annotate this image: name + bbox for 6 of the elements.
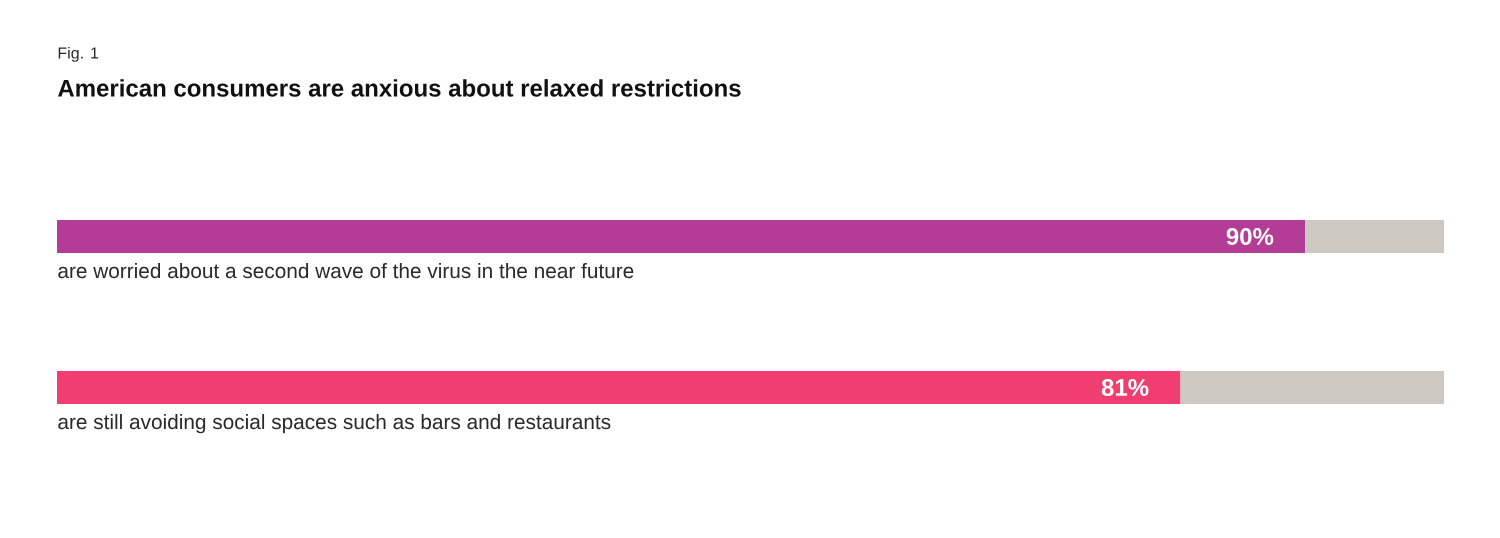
data-label: 90% [1226, 228, 1274, 245]
y-tick-label: are still avoiding social spaces such as bars and restaurants [58, 413, 611, 434]
caption: Fig. 1 [58, 46, 99, 62]
y-tick-label: are worried about a second wave of the virus in the near future [58, 262, 634, 279]
chart-title: American consumers are anxious about relaxed restrictions [58, 79, 741, 97]
data-label: 81% [1101, 379, 1149, 396]
